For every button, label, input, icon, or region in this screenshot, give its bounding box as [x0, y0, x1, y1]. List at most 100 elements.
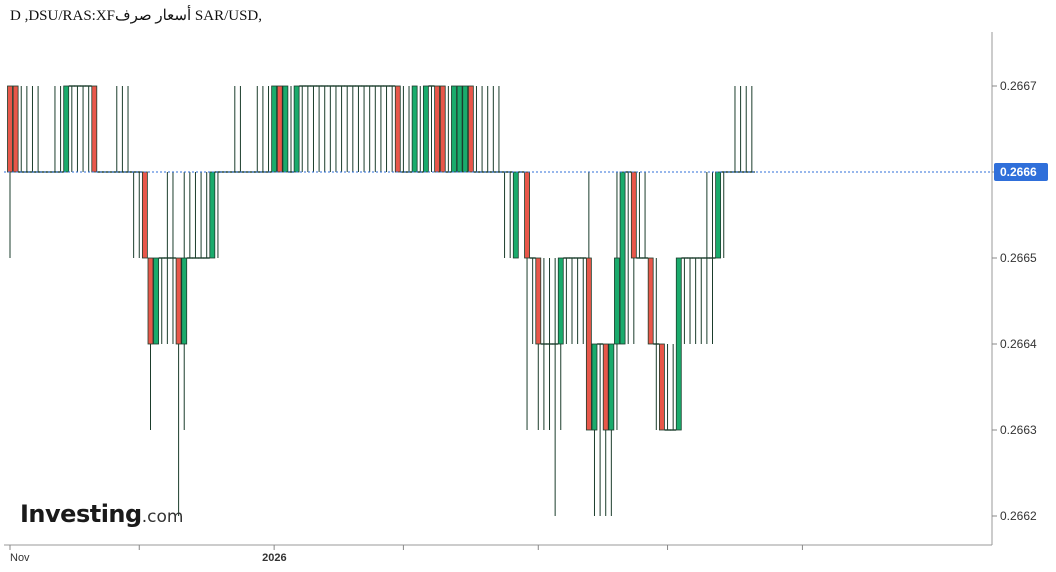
- candle: [214, 171, 221, 258]
- candle: [647, 257, 654, 345]
- candle: [254, 86, 261, 173]
- candle: [203, 172, 210, 259]
- candle: [484, 86, 491, 173]
- candle: [164, 172, 171, 344]
- candle-body-up: [619, 171, 626, 345]
- candle: [574, 257, 581, 344]
- candle: [63, 85, 70, 173]
- candle-body-down: [7, 85, 13, 173]
- candle: [147, 257, 154, 430]
- candle: [630, 171, 637, 344]
- candle: [608, 343, 615, 516]
- candle: [186, 172, 193, 259]
- candle: [428, 85, 435, 172]
- candle: [507, 171, 514, 258]
- candle: [406, 86, 413, 173]
- candle-body-down: [141, 171, 148, 259]
- candle: [501, 171, 508, 258]
- current-price-badge-bg: [994, 163, 1048, 181]
- candle: [659, 343, 665, 431]
- candle-body-down: [91, 85, 98, 173]
- candle: [29, 86, 36, 173]
- candle: [451, 85, 457, 173]
- candle-body-up: [715, 171, 722, 259]
- candle-body-up: [591, 343, 598, 431]
- candle: [687, 257, 694, 344]
- candle: [619, 171, 626, 345]
- candle: [332, 85, 339, 172]
- candle: [445, 86, 452, 173]
- candle: [417, 86, 424, 173]
- candle: [141, 171, 148, 259]
- candle: [237, 86, 244, 173]
- candle: [731, 86, 738, 173]
- candle: [670, 344, 677, 431]
- candle: [467, 85, 474, 173]
- candle: [304, 85, 311, 172]
- candle: [709, 172, 716, 344]
- candle: [625, 171, 632, 344]
- candle-body-up: [614, 257, 620, 345]
- y-tick-label: 0.2662: [1000, 509, 1037, 523]
- candle: [51, 86, 58, 173]
- candle-body-up: [209, 171, 216, 259]
- candle-body-down: [147, 257, 154, 345]
- candle: [692, 257, 699, 344]
- candle: [602, 343, 609, 516]
- candle-body-up: [181, 257, 188, 345]
- candle-body-down: [439, 85, 446, 173]
- candle: [85, 85, 92, 172]
- y-tick-label: 0.2667: [1000, 79, 1037, 93]
- candle-body-down: [659, 343, 665, 431]
- candle: [389, 85, 396, 172]
- candle: [473, 86, 480, 173]
- candle: [130, 171, 137, 258]
- candle: [552, 258, 559, 516]
- candle: [153, 257, 160, 345]
- candle: [529, 257, 536, 344]
- candle: [737, 86, 744, 173]
- candle: [720, 171, 727, 258]
- candle-body-up: [557, 257, 564, 345]
- y-tick-label: 0.2664: [1000, 337, 1037, 351]
- candle: [23, 86, 30, 173]
- x-tick-label: 2026: [262, 552, 286, 564]
- candle-body-down: [394, 85, 401, 173]
- candle-body-up: [608, 343, 615, 431]
- candle-body-up: [451, 85, 457, 173]
- candle: [591, 343, 598, 516]
- candle: [569, 257, 575, 344]
- candle: [209, 171, 216, 259]
- candle: [456, 85, 463, 173]
- candle: [35, 86, 42, 173]
- candle: [462, 85, 469, 173]
- candle: [490, 86, 497, 173]
- candle-body-up: [63, 85, 70, 173]
- candle-body-down: [276, 85, 283, 173]
- candle: [411, 85, 418, 173]
- candle-body-down: [434, 85, 441, 173]
- candle: [276, 85, 283, 173]
- candle: [703, 172, 710, 344]
- candle: [192, 172, 199, 259]
- candle: [597, 343, 604, 516]
- candle: [271, 85, 278, 173]
- candle: [91, 85, 98, 173]
- candle: [136, 171, 143, 258]
- candle: [557, 257, 564, 430]
- candle: [563, 257, 570, 344]
- candle: [495, 86, 502, 173]
- x-axis: Nov 2026: [9, 545, 803, 564]
- candle-body-up: [153, 257, 160, 345]
- candle: [355, 85, 362, 172]
- candle: [259, 86, 266, 173]
- candle: [265, 86, 272, 173]
- x-tick-label: Nov: [10, 552, 30, 564]
- candle: [439, 85, 446, 173]
- candle-body-up: [422, 85, 429, 173]
- candle-body-up: [293, 85, 300, 173]
- candle-body-down: [630, 171, 637, 259]
- candle-body-down: [585, 257, 592, 431]
- candle: [198, 172, 205, 259]
